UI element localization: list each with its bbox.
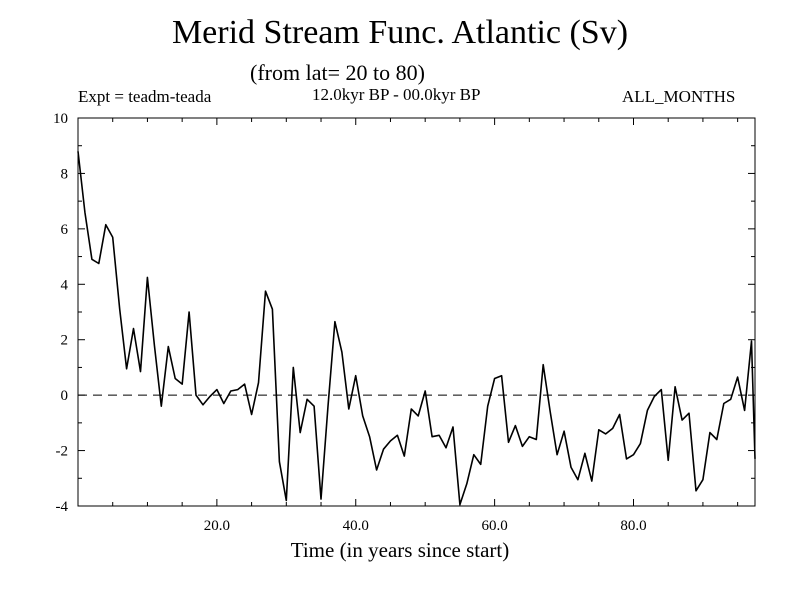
plot-frame <box>77 117 756 507</box>
y-tick-label: 2 <box>61 333 69 349</box>
x-tick-label: 60.0 <box>481 518 507 534</box>
chart-title: Merid Stream Func. Atlantic (Sv) <box>171 14 629 51</box>
x-tick-label: 40.0 <box>343 518 369 534</box>
y-tick-label: -4 <box>56 499 69 515</box>
x-tick-label: 80.0 <box>620 518 646 534</box>
y-tick-label: 6 <box>61 222 69 238</box>
months-label: ALL_MONTHS <box>622 87 736 106</box>
y-tick-label: 8 <box>61 166 69 182</box>
experiment-label: Expt = teadm-teada <box>78 87 212 106</box>
y-tick-label: -2 <box>56 444 69 460</box>
series-line <box>77 151 756 506</box>
x-axis-label: Time (in years since start) <box>290 538 510 562</box>
y-tick-label: 0 <box>61 388 69 404</box>
chart-subtitle: (from lat= 20 to 80) <box>250 60 425 85</box>
x-tick-label: 20.0 <box>204 518 230 534</box>
y-tick-label: 4 <box>61 277 69 293</box>
y-tick-label: 10 <box>53 111 68 127</box>
period-label: 12.0kyr BP - 00.0kyr BP <box>312 85 481 104</box>
